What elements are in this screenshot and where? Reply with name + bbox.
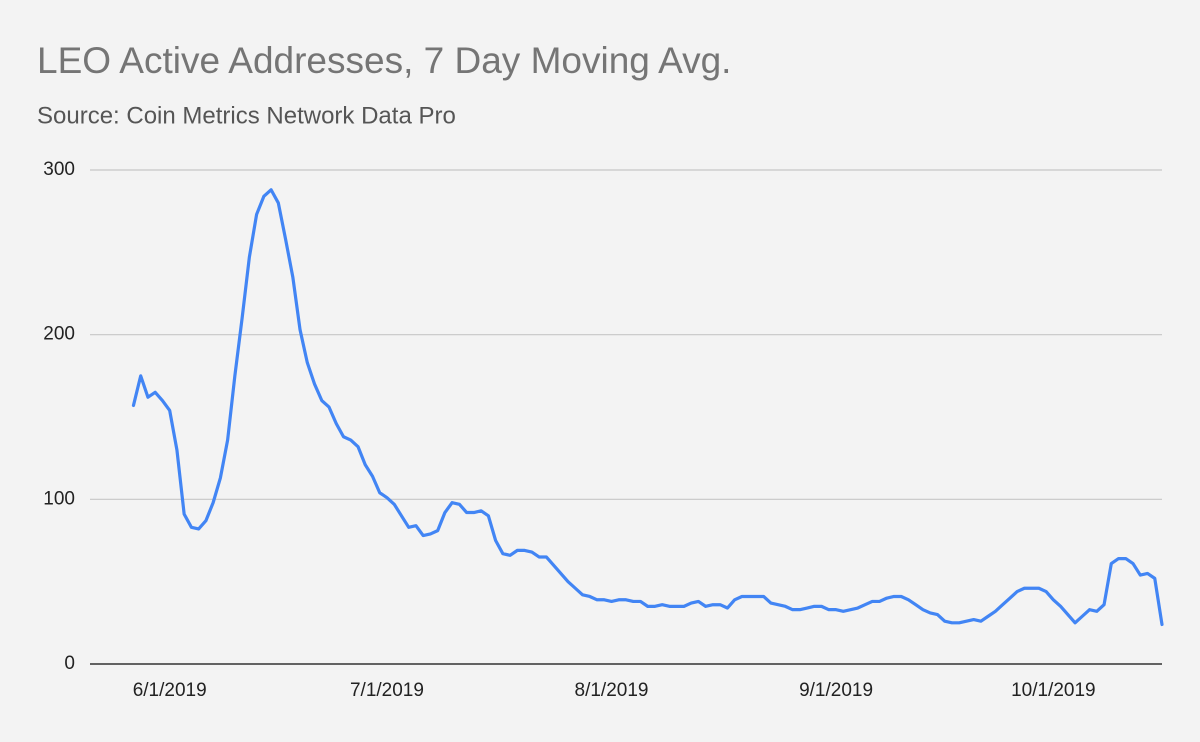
x-tick-label: 7/1/2019 (350, 680, 424, 701)
y-tick-label: 300 (43, 159, 75, 180)
x-tick-label: 6/1/2019 (133, 680, 207, 701)
y-tick-label: 0 (64, 653, 75, 674)
x-tick-label: 9/1/2019 (799, 680, 873, 701)
y-tick-label: 200 (43, 324, 75, 345)
chart-title: LEO Active Addresses, 7 Day Moving Avg. (37, 40, 731, 81)
chart-subtitle: Source: Coin Metrics Network Data Pro (37, 102, 456, 129)
data-line (131, 188, 1164, 627)
x-tick-label: 8/1/2019 (575, 680, 649, 701)
y-tick-label: 100 (43, 488, 75, 509)
x-tick-label: 10/1/2019 (1011, 680, 1096, 701)
